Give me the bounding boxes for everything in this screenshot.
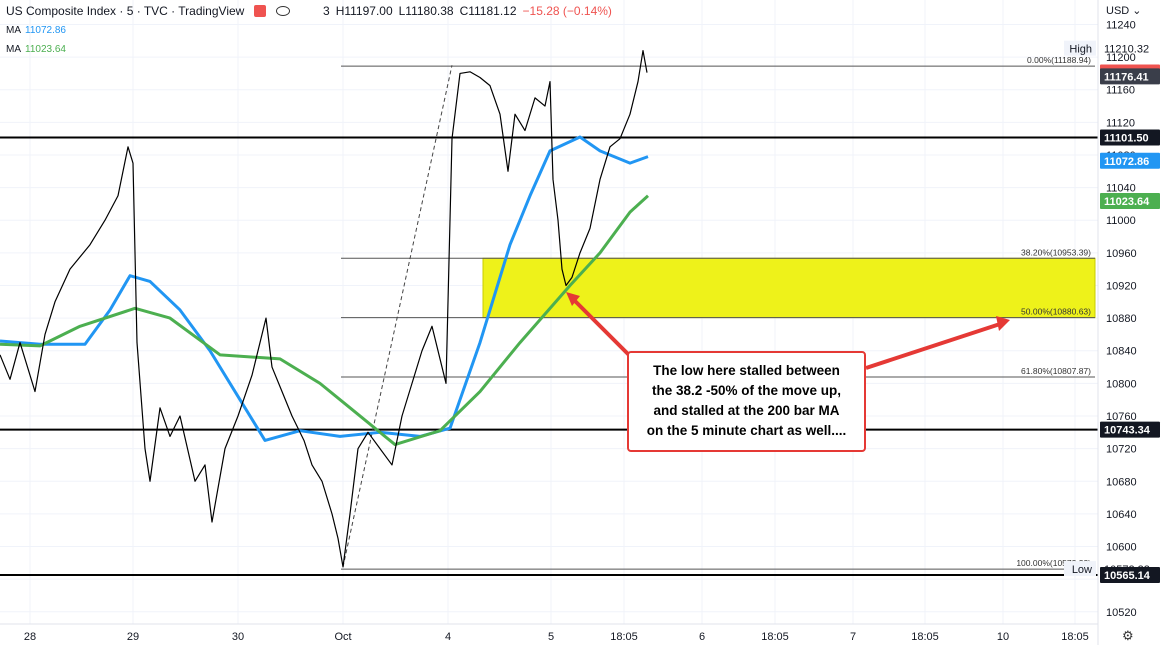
ohlc-prefix: 3 xyxy=(323,4,330,18)
price-tick-label: 11200 xyxy=(1106,52,1136,64)
currency-label: USD xyxy=(1106,5,1130,17)
annotation-callout: The low here stalled between the 38.2 -5… xyxy=(627,351,866,452)
edge-label-box xyxy=(1064,40,1096,56)
price-label-text: 10565.14 xyxy=(1104,570,1151,582)
callout-line: on the 5 minute chart as well.... xyxy=(646,423,847,438)
price-tick-label: 11160 xyxy=(1106,85,1135,97)
price-tick-label: 10600 xyxy=(1106,542,1137,554)
ohlc-high: H11197.00 xyxy=(335,4,393,18)
price-label-box xyxy=(1100,68,1160,85)
indicator-value: 11072.86 xyxy=(25,25,66,36)
price-label-box xyxy=(1100,192,1160,209)
arrow-head-fib xyxy=(996,316,1010,331)
horizontal-levels xyxy=(0,136,1098,576)
price-label-box xyxy=(1100,152,1160,169)
time-tick-label: Oct xyxy=(334,631,351,643)
ohlc-low: L11180.38 xyxy=(398,4,454,18)
fib-level-label: 100.00%(10572.33) xyxy=(1016,558,1091,568)
time-tick-label: 18:05 xyxy=(1061,631,1089,643)
indicator-ma-2[interactable]: MA 11023.64 xyxy=(6,44,66,55)
series-line xyxy=(0,135,649,442)
price-axis[interactable]: 1124011200111601112011080110401100010960… xyxy=(1106,19,1137,618)
price-tick-label: 10720 xyxy=(1106,444,1137,456)
series-line xyxy=(0,194,650,447)
time-tick-label: 4 xyxy=(445,631,451,643)
time-tick-label: 5 xyxy=(548,631,554,643)
time-tick-label: 29 xyxy=(127,631,139,643)
ohlc-close: C11181.12 xyxy=(459,4,517,18)
arrow-head-low xyxy=(566,292,580,306)
price-label-text: 11072.86 xyxy=(1104,156,1149,168)
arrow-to-fib xyxy=(865,322,1001,370)
gear-icon[interactable]: ⚙ xyxy=(1122,628,1134,643)
arrow-to-low xyxy=(568,294,632,358)
price-labels: 11210.3211181.1211176.4111101.5011072.86… xyxy=(1064,40,1160,583)
eye-icon[interactable] xyxy=(276,6,291,16)
callout-line: and stalled at the 200 bar MA xyxy=(653,403,840,418)
price-tick-label: 11120 xyxy=(1106,117,1135,129)
price-label-text: 10743.34 xyxy=(1104,425,1151,437)
time-tick-label: 30 xyxy=(232,631,244,643)
series-line xyxy=(0,49,648,568)
price-tick-label: 10880 xyxy=(1106,313,1137,325)
price-tick-label: 11240 xyxy=(1106,19,1136,31)
ohlc-change: −15.28 (−0.14%) xyxy=(522,4,612,18)
fibonacci-retracement: 0.00%(11188.94) 38.20%(10953.39) 50.00%(10… xyxy=(341,55,1095,570)
fib-level-label: 61.80%(10807.87) xyxy=(1021,366,1091,376)
annotation-arrows xyxy=(566,292,1010,370)
edge-label-text: Low xyxy=(1072,564,1092,576)
indicator-ma-1[interactable]: MA 11072.86 xyxy=(6,25,66,36)
price-label-box xyxy=(1100,129,1160,146)
indicator-label: MA xyxy=(6,44,21,55)
time-tick-label: 18:05 xyxy=(911,631,939,643)
price-tick-label: 10840 xyxy=(1106,346,1137,358)
symbol-title[interactable]: US Composite Index · 5 · TVC · TradingVi… xyxy=(6,4,245,18)
price-tick-label: 11040 xyxy=(1106,183,1136,195)
chevron-down-icon: ⌄ xyxy=(1132,5,1142,17)
time-tick-label: 10 xyxy=(997,631,1009,643)
price-label-text: 11210.32 xyxy=(1104,44,1149,56)
callout-line: the 38.2 -50% of the move up, xyxy=(651,383,842,398)
price-label-box xyxy=(1100,566,1160,583)
chart-header: US Composite Index · 5 · TVC · TradingVi… xyxy=(6,4,296,18)
price-tick-label: 10680 xyxy=(1106,476,1137,488)
price-label-text: 11023.64 xyxy=(1104,196,1150,208)
price-tick-label: 10920 xyxy=(1106,280,1137,292)
fib-level-label: 38.20%(10953.39) xyxy=(1021,247,1091,257)
edge-label-box xyxy=(1064,561,1096,577)
time-tick-label: 28 xyxy=(24,631,36,643)
chart-series xyxy=(0,49,650,568)
time-tick-label: 18:05 xyxy=(610,631,638,643)
price-tick-label: 11000 xyxy=(1106,215,1136,227)
indicator-value: 11023.64 xyxy=(25,44,66,55)
fib-trend-line xyxy=(342,65,453,568)
price-label-text: 11101.50 xyxy=(1104,132,1149,144)
edge-label-text: High xyxy=(1069,44,1092,56)
currency-selector[interactable]: USD ⌄ xyxy=(1106,4,1142,17)
time-tick-label: 7 xyxy=(850,631,856,643)
time-axis[interactable]: 28 29 30 Oct 4 5 18:05 6 18:05 7 18:05 10 18:05 xyxy=(24,631,1089,643)
indicator-label: MA xyxy=(6,25,21,36)
fib-level-label: 0.00%(11188.94) xyxy=(1027,55,1091,65)
callout-line: The low here stalled between xyxy=(653,363,840,378)
flag-icon[interactable] xyxy=(254,5,267,17)
time-tick-label: 6 xyxy=(699,631,705,643)
price-label-box xyxy=(1100,421,1160,438)
price-label-text: 11176.41 xyxy=(1104,71,1149,83)
ohlc-values: 3 H11197.00 L11180.38 C11181.12 −15.28 (−0.1… xyxy=(323,4,618,18)
price-tick-label: 10960 xyxy=(1106,248,1137,260)
price-tick-label: 10520 xyxy=(1106,607,1137,619)
price-tick-label: 10800 xyxy=(1106,378,1137,390)
price-tick-label: 10760 xyxy=(1106,411,1137,423)
time-tick-label: 18:05 xyxy=(761,631,789,643)
fib-level-label: 50.00%(10880.63) xyxy=(1021,307,1091,317)
price-tick-label: 10640 xyxy=(1106,509,1137,521)
